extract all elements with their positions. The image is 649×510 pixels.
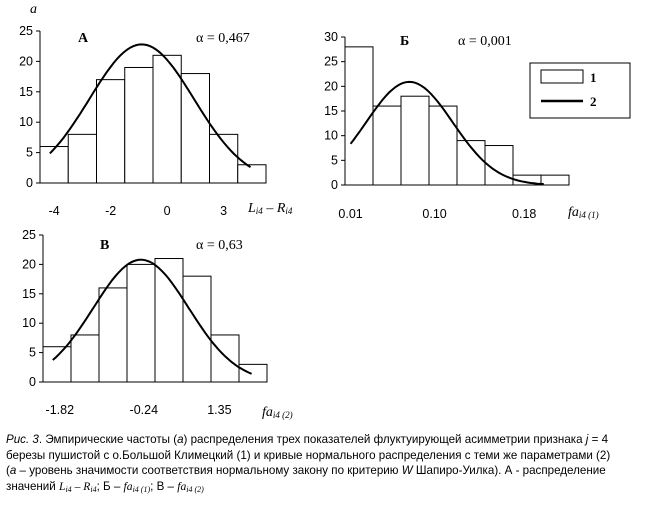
y-tick-label: 30 <box>324 30 338 44</box>
caption-fig-label: Рис. 3 <box>6 433 39 446</box>
legend-label-1: 1 <box>590 70 597 85</box>
histogram-bar <box>124 66 154 184</box>
histogram-bar <box>237 164 267 184</box>
x-tick-label: -0.24 <box>130 403 159 417</box>
histogram-bar <box>182 275 212 383</box>
y-tick-label: 5 <box>26 146 33 160</box>
histogram-bar <box>39 146 69 184</box>
alpha-label: α = 0,467 <box>196 31 250 46</box>
x-axis-label: fai4 (2) <box>262 405 293 420</box>
caption-line-2: березы пушистой с о.Большой Климецкий (1… <box>6 448 611 462</box>
x-axis-label: fai4 (1) <box>568 205 599 220</box>
y-axis-symbol: a <box>30 2 37 17</box>
y-tick-label: 15 <box>22 287 36 301</box>
x-tick-label: 0.18 <box>512 207 536 221</box>
histogram-bar <box>67 133 97 184</box>
y-tick-label: 10 <box>22 316 36 330</box>
y-tick-label: 20 <box>22 257 36 271</box>
y-tick-label: 25 <box>19 24 33 38</box>
histogram-bar <box>154 258 184 383</box>
y-tick-label: 0 <box>26 176 33 190</box>
y-tick-label: 20 <box>324 79 338 93</box>
panel-letter: Б <box>400 34 409 49</box>
y-tick-label: 20 <box>19 54 33 68</box>
panel-letter: В <box>100 238 109 253</box>
x-tick-label: 1.35 <box>207 403 231 417</box>
x-tick-label: -1.82 <box>46 403 75 417</box>
x-axis-label: Li4 – Ri4 <box>247 201 293 216</box>
histogram-bar <box>540 174 570 186</box>
histogram-bar <box>98 287 128 383</box>
x-tick-label: 0 <box>164 204 171 218</box>
legend: 12 <box>529 62 631 119</box>
y-tick-label: 25 <box>22 228 36 242</box>
y-tick-label: 5 <box>331 153 338 167</box>
y-tick-label: 5 <box>29 346 36 360</box>
panel-b: 0 5 10 15 20 25 30 0.01 0.10 0.18 Б α = 0,001 fai4 (… <box>324 30 631 221</box>
y-tick-label: 10 <box>19 115 33 129</box>
y-tick-label: 15 <box>19 85 33 99</box>
legend-bar-swatch <box>540 69 584 84</box>
x-tick-label: -4 <box>49 204 60 218</box>
normal-curve <box>349 80 544 186</box>
normal-curve <box>52 258 252 375</box>
figure-caption: Рис. 3. Эмпирические частоты (а) распред… <box>6 433 611 494</box>
histogram-bar <box>42 346 72 383</box>
y-tick-label: 0 <box>331 178 338 192</box>
alpha-label: α = 0,001 <box>458 34 512 49</box>
x-tick-label: 0.10 <box>422 207 446 221</box>
histogram-bar <box>238 363 268 383</box>
histogram-bar <box>210 334 240 383</box>
panel-a: 0 5 10 15 20 25 -4 -2 0 3 А α = 0,467 Li4 – Ri4 <box>19 24 293 218</box>
histogram-bar <box>180 73 210 184</box>
histogram-bar <box>400 95 430 186</box>
panel-letter: А <box>78 31 89 46</box>
x-tick-label: 0.01 <box>338 207 362 221</box>
alpha-label: α = 0,63 <box>196 238 243 253</box>
histogram-bar <box>428 105 458 186</box>
histogram-bar <box>96 79 126 184</box>
histogram-bar <box>344 46 374 186</box>
panel-v: 0 5 10 15 20 25 -1.82 -0.24 1.35 В α = 0,63 fai4 (2… <box>22 228 293 420</box>
histogram-bar <box>152 54 182 184</box>
x-tick-label: 3 <box>220 204 227 218</box>
y-tick-label: 25 <box>324 55 338 69</box>
y-tick-label: 0 <box>29 375 36 389</box>
legend-label-2: 2 <box>590 94 597 109</box>
histogram-bar <box>126 263 156 383</box>
y-tick-label: 10 <box>324 129 338 143</box>
histogram-bar <box>70 334 100 383</box>
y-tick-label: 15 <box>324 104 338 118</box>
x-tick-label: -2 <box>105 204 116 218</box>
normal-curve <box>49 43 252 168</box>
histogram-bar <box>372 105 402 186</box>
